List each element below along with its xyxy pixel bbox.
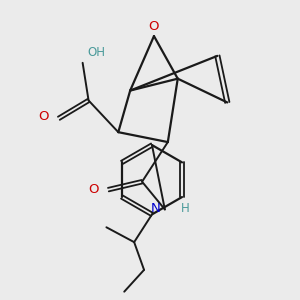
Text: OH: OH: [88, 46, 106, 59]
Text: O: O: [149, 20, 159, 33]
Text: O: O: [88, 183, 98, 196]
Text: H: H: [181, 202, 190, 215]
Text: O: O: [38, 110, 49, 123]
Text: N: N: [151, 202, 161, 215]
